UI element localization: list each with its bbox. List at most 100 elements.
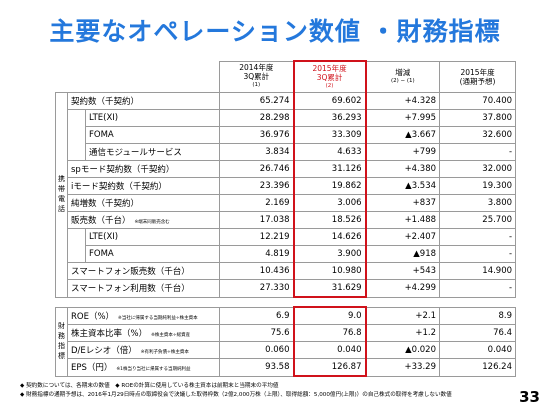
value-cell: 32.600 bbox=[439, 126, 517, 144]
value-cell: ▲918 bbox=[365, 245, 441, 263]
table-row: 財務指標 ROE（%） ※当社に帰属する当期純利益÷株主資本 6.9 9.0 +2.1 8.… bbox=[55, 306, 516, 377]
value-cell: 27.330 bbox=[219, 279, 295, 298]
value-cell: +4.328 bbox=[365, 92, 441, 110]
value-cell: 17.038 bbox=[219, 211, 295, 229]
value-cell: 70.400 bbox=[439, 92, 517, 110]
row-label: LTE(XI) bbox=[84, 228, 221, 246]
indent-cell bbox=[67, 143, 86, 161]
value-cell: 28.298 bbox=[219, 109, 295, 127]
value-cell: - bbox=[439, 228, 517, 246]
row-label-text: 株主資本比率（%） bbox=[71, 329, 148, 339]
column-header: 増減 (2) − (1) bbox=[365, 60, 441, 93]
row-label-text: 契約数（千契約） bbox=[71, 97, 140, 107]
slide-title: 主要なオペレーション数値 ・財務指標 bbox=[49, 17, 501, 46]
value-cell: - bbox=[439, 143, 517, 161]
value-cell: 3.834 bbox=[219, 143, 295, 161]
row-label: スマートフォン販売数（千台） bbox=[66, 262, 221, 280]
row-label: EPS（円） ※1株当り当社に帰属する当期純利益 bbox=[67, 358, 220, 377]
row-label: 通信モジュールサービス bbox=[84, 143, 221, 161]
row-label: 株主資本比率（%） ※株主資本÷総資産 bbox=[67, 324, 220, 342]
header-line: 3Q累計 bbox=[316, 72, 343, 82]
row-label: FOMA bbox=[84, 126, 221, 144]
row-label-text: FOMA bbox=[89, 130, 114, 140]
indent-cell bbox=[67, 228, 86, 246]
row-label-text: 通信モジュールサービス bbox=[89, 148, 182, 158]
footnote: ◆ 契約数については、各期末の数値 ◆ ROEの計算に使用している株主資本は前期… bbox=[20, 383, 279, 389]
value-cell: - bbox=[439, 279, 517, 298]
value-cell: ▲3.667 bbox=[365, 126, 441, 144]
row-label: iモード契約数（千契約） bbox=[66, 177, 221, 195]
row-label-text: ROE（%） bbox=[71, 311, 115, 322]
footnotes: ◆ 契約数については、各期末の数値 ◆ ROEの計算に使用している株主資本は前期… bbox=[20, 382, 520, 400]
row-label-text: LTE(XI) bbox=[89, 113, 119, 123]
value-cell: 14.626 bbox=[292, 228, 367, 246]
column-header: 2015年度 3Q累計 (2) bbox=[292, 60, 367, 93]
header-row: 2014年度 3Q累計 (1) 2015年度 3Q累計 (2) 増減 (2) − (1) 201… bbox=[56, 60, 517, 93]
indent-cell bbox=[67, 245, 86, 263]
value-cell: +1.488 bbox=[365, 211, 441, 229]
value-cell: +543 bbox=[365, 262, 441, 280]
value-cell: 31.629 bbox=[292, 279, 367, 298]
value-cell: 32.000 bbox=[439, 160, 517, 178]
value-cell: 14.900 bbox=[439, 262, 517, 280]
value-cell: 93.58 bbox=[219, 358, 294, 377]
table-row: 株主資本比率（%） ※株主資本÷総資産 75.6 76.8 +1.2 76.4 bbox=[56, 324, 516, 342]
value-cell: +2.1 bbox=[365, 306, 440, 325]
header-line: 2014年度 bbox=[239, 63, 274, 73]
data-table: 財務指標 ROE（%） ※当社に帰属する当期純利益÷株主資本 6.9 9.0 +2.1 8.… bbox=[55, 306, 516, 377]
row-label: FOMA bbox=[84, 245, 221, 263]
table-row: LTE(XI) 12.219 14.626 +2.407- bbox=[56, 228, 517, 246]
row-label-text: スマートフォン販売数（千台） bbox=[71, 267, 190, 277]
value-cell: 126.87 bbox=[292, 358, 367, 377]
row-label-text: 販売数（千台） bbox=[71, 216, 131, 226]
row-label: スマートフォン利用数（千台） bbox=[66, 279, 221, 298]
value-cell: 12.219 bbox=[219, 228, 295, 246]
header-note: (2) bbox=[325, 82, 334, 89]
value-cell: 69.602 bbox=[292, 92, 367, 110]
header-line: 2015年度 bbox=[312, 63, 347, 73]
table-row: 販売数（千台） ※端末同販売含む 17.038 18.526 +1.488 25.700 bbox=[56, 211, 517, 229]
row-label-text: LTE(XI) bbox=[89, 232, 119, 242]
value-cell: 6.9 bbox=[219, 306, 294, 325]
table-row: スマートフォン販売数（千台） 10.436 10.980 +543 14.900 bbox=[56, 262, 517, 280]
header-line: 増減 bbox=[395, 67, 411, 77]
row-label: spモード契約数（千契約） bbox=[66, 160, 221, 178]
section-label: 携帯電話 bbox=[55, 92, 68, 298]
value-cell: 0.040 bbox=[292, 341, 367, 359]
value-cell: 19.300 bbox=[439, 177, 517, 195]
row-label: 販売数（千台） ※端末同販売含む bbox=[66, 211, 221, 229]
row-note: ※端末同販売含む bbox=[134, 220, 170, 225]
indent-cell bbox=[67, 109, 86, 127]
value-cell: 3.900 bbox=[292, 245, 367, 263]
table-row: LTE(XI) 28.298 36.293 +7.995 37.800 bbox=[56, 109, 517, 127]
indent-cell bbox=[67, 126, 86, 144]
value-cell: 75.6 bbox=[219, 324, 294, 342]
value-cell: 4.633 bbox=[292, 143, 367, 161]
value-cell: 31.126 bbox=[292, 160, 367, 178]
data-table: 2014年度 3Q累計 (1) 2015年度 3Q累計 (2) 増減 (2) − (1) 201… bbox=[55, 60, 517, 298]
column-header: 2014年度 3Q累計 (1) bbox=[219, 60, 295, 93]
value-cell: 36.976 bbox=[219, 126, 295, 144]
table-row: D/Eレシオ（倍） ※有利子負債÷株主資本 0.060 0.040 ▲0.020 0.04… bbox=[56, 341, 516, 359]
row-note: ※株主資本÷総資産 bbox=[151, 333, 191, 338]
value-cell: ▲0.020 bbox=[365, 341, 440, 359]
value-cell: 36.293 bbox=[292, 109, 367, 127]
value-cell: 10.980 bbox=[292, 262, 367, 280]
value-cell: 3.800 bbox=[439, 194, 517, 212]
table-row: spモード契約数（千契約） 26.746 31.126 +4.380 32.000 bbox=[56, 160, 517, 178]
header-note: (1) bbox=[252, 82, 261, 89]
value-cell: 19.862 bbox=[292, 177, 367, 195]
value-cell: - bbox=[439, 245, 517, 263]
value-cell: 8.9 bbox=[439, 306, 516, 325]
value-cell: 3.006 bbox=[292, 194, 367, 212]
value-cell: ▲3.534 bbox=[365, 177, 441, 195]
value-cell: +4.380 bbox=[365, 160, 441, 178]
page-number: 33 bbox=[519, 388, 540, 406]
value-cell: 37.800 bbox=[439, 109, 517, 127]
value-cell: 76.8 bbox=[292, 324, 367, 342]
row-label: ROE（%） ※当社に帰属する当期純利益÷株主資本 bbox=[67, 306, 220, 325]
value-cell: +7.995 bbox=[365, 109, 441, 127]
row-label: 純増数（千契約） bbox=[66, 194, 221, 212]
row-label: 契約数（千契約） bbox=[66, 92, 221, 110]
